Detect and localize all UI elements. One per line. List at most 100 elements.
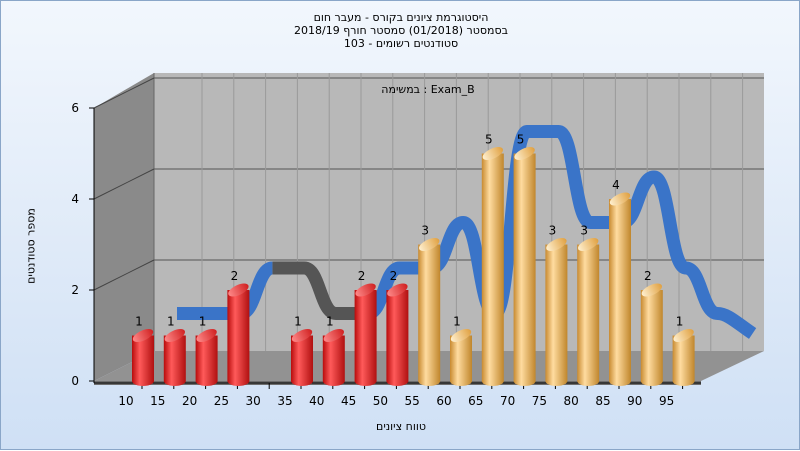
y-axis-ticks: 0 2 4 6: [71, 101, 94, 388]
x-tick-label: 50: [373, 394, 388, 408]
grid-line-left: [93, 168, 155, 200]
bar: [163, 329, 186, 386]
bar: [386, 283, 409, 386]
bar-cap: [228, 283, 249, 297]
bar: [227, 283, 250, 386]
bar: [450, 329, 472, 386]
bar-body: [227, 290, 250, 386]
bar-cap: [514, 147, 535, 160]
y-axis-label: מספר סטודנטים: [24, 208, 38, 284]
chart-title-block: היסטוגרמת ציונים בקורס - מעבר חום בסמסטר…: [1, 11, 800, 50]
x-tick-label: 75: [532, 394, 547, 408]
bar-body: [291, 335, 313, 386]
bar-body: [609, 199, 631, 386]
bar: [609, 192, 631, 386]
bar-value-label: 3: [421, 224, 429, 238]
bar-cap: [387, 283, 408, 297]
bar-cap: [196, 329, 217, 342]
x-tick-label: 90: [627, 394, 642, 408]
bar: [322, 329, 345, 386]
bar-value-label: 1: [135, 315, 143, 329]
bar-value-label: 1: [453, 315, 461, 329]
y-tick-label: 6: [71, 101, 79, 115]
x-tick-label: 55: [405, 394, 420, 408]
x-axis-label: טווח ציונים: [376, 420, 426, 433]
task-label: במשימה : Exam_B: [381, 83, 474, 96]
bar: [481, 147, 504, 386]
bar: [195, 329, 218, 386]
bar: [577, 238, 600, 386]
bar-body: [481, 153, 504, 386]
x-tick-label: 95: [659, 394, 674, 408]
grid-line-left: [93, 77, 155, 109]
bar-cap: [291, 329, 313, 342]
bar-cap: [450, 329, 472, 342]
x-tick-label: 80: [564, 394, 579, 408]
bar-series: [132, 147, 695, 386]
bar: [418, 238, 441, 386]
bar: [513, 147, 536, 386]
bar: [132, 329, 154, 386]
x-tick-label: 20: [182, 394, 197, 408]
bar-body: [577, 244, 600, 386]
bar-cap: [132, 329, 154, 342]
bar: [545, 238, 568, 386]
bar-cap: [164, 329, 185, 342]
bar-body: [418, 244, 441, 386]
bar: [354, 283, 377, 386]
y-tick-label: 4: [71, 192, 79, 206]
chart-subtitle-semester: בסמסטר (01/2018) סמסטר חורף 2018/19: [294, 24, 508, 37]
y-tick-label: 0: [71, 374, 79, 388]
bar: [291, 329, 313, 386]
bar-value-label: 2: [644, 269, 652, 283]
bar-value-label: 1: [326, 315, 334, 329]
x-tick-label: 40: [309, 394, 324, 408]
bar-value-label: 5: [517, 133, 525, 147]
bar-value-label: 1: [199, 315, 207, 329]
bar-cap: [323, 329, 344, 342]
x-tick-label: 35: [277, 394, 292, 408]
bar-value-label: 2: [358, 269, 366, 283]
chart-subtitle-students: סטודנטים רשומים - 103: [343, 37, 459, 50]
bar-body: [545, 244, 568, 386]
bar-body: [640, 290, 663, 386]
bar-value-label: 1: [294, 315, 302, 329]
x-tick-label: 30: [246, 394, 261, 408]
bar-body: [513, 153, 536, 386]
bar-body: [386, 290, 409, 386]
bar-body: [322, 335, 345, 386]
grid-line-left: [93, 259, 155, 291]
bar-value-label: 2: [231, 269, 239, 283]
bar-body: [354, 290, 377, 386]
bar-cap: [609, 192, 631, 206]
data-labels: 1 1 1 2 1 1 2 2 3 1 5 5 3 3 4 2 1: [135, 133, 683, 329]
x-tick-label: 70: [500, 394, 515, 408]
bar-body: [672, 335, 695, 386]
x-tick-label: 85: [595, 394, 610, 408]
bar-value-label: 4: [612, 178, 620, 192]
bar-value-label: 1: [676, 315, 684, 329]
bar-cap: [673, 329, 694, 342]
bar-value-label: 2: [390, 269, 398, 283]
y-tick-label: 2: [71, 283, 79, 297]
bar-cap: [578, 238, 599, 251]
bar-body: [132, 335, 154, 386]
chart-title: היסטוגרמת ציונים בקורס - מעבר חום: [313, 11, 489, 24]
bar-body: [450, 335, 472, 386]
bar-value-label: 1: [167, 315, 175, 329]
bar-cap: [546, 238, 567, 251]
x-tick-label: 45: [341, 394, 356, 408]
x-axis-ticks: 10 15 20 25 30 35 40 45 50 55 60 65 70 75 80 85 90 95: [118, 383, 684, 408]
bar-value-label: 3: [580, 224, 588, 238]
x-tick-label: 25: [214, 394, 229, 408]
x-tick-label: 15: [150, 394, 165, 408]
bar-cap: [419, 238, 440, 251]
bar-body: [195, 335, 218, 386]
bar: [672, 329, 695, 386]
bar: [640, 283, 663, 386]
left-wall: [94, 73, 154, 381]
bar-body: [163, 335, 186, 386]
bar-cap: [355, 283, 376, 297]
